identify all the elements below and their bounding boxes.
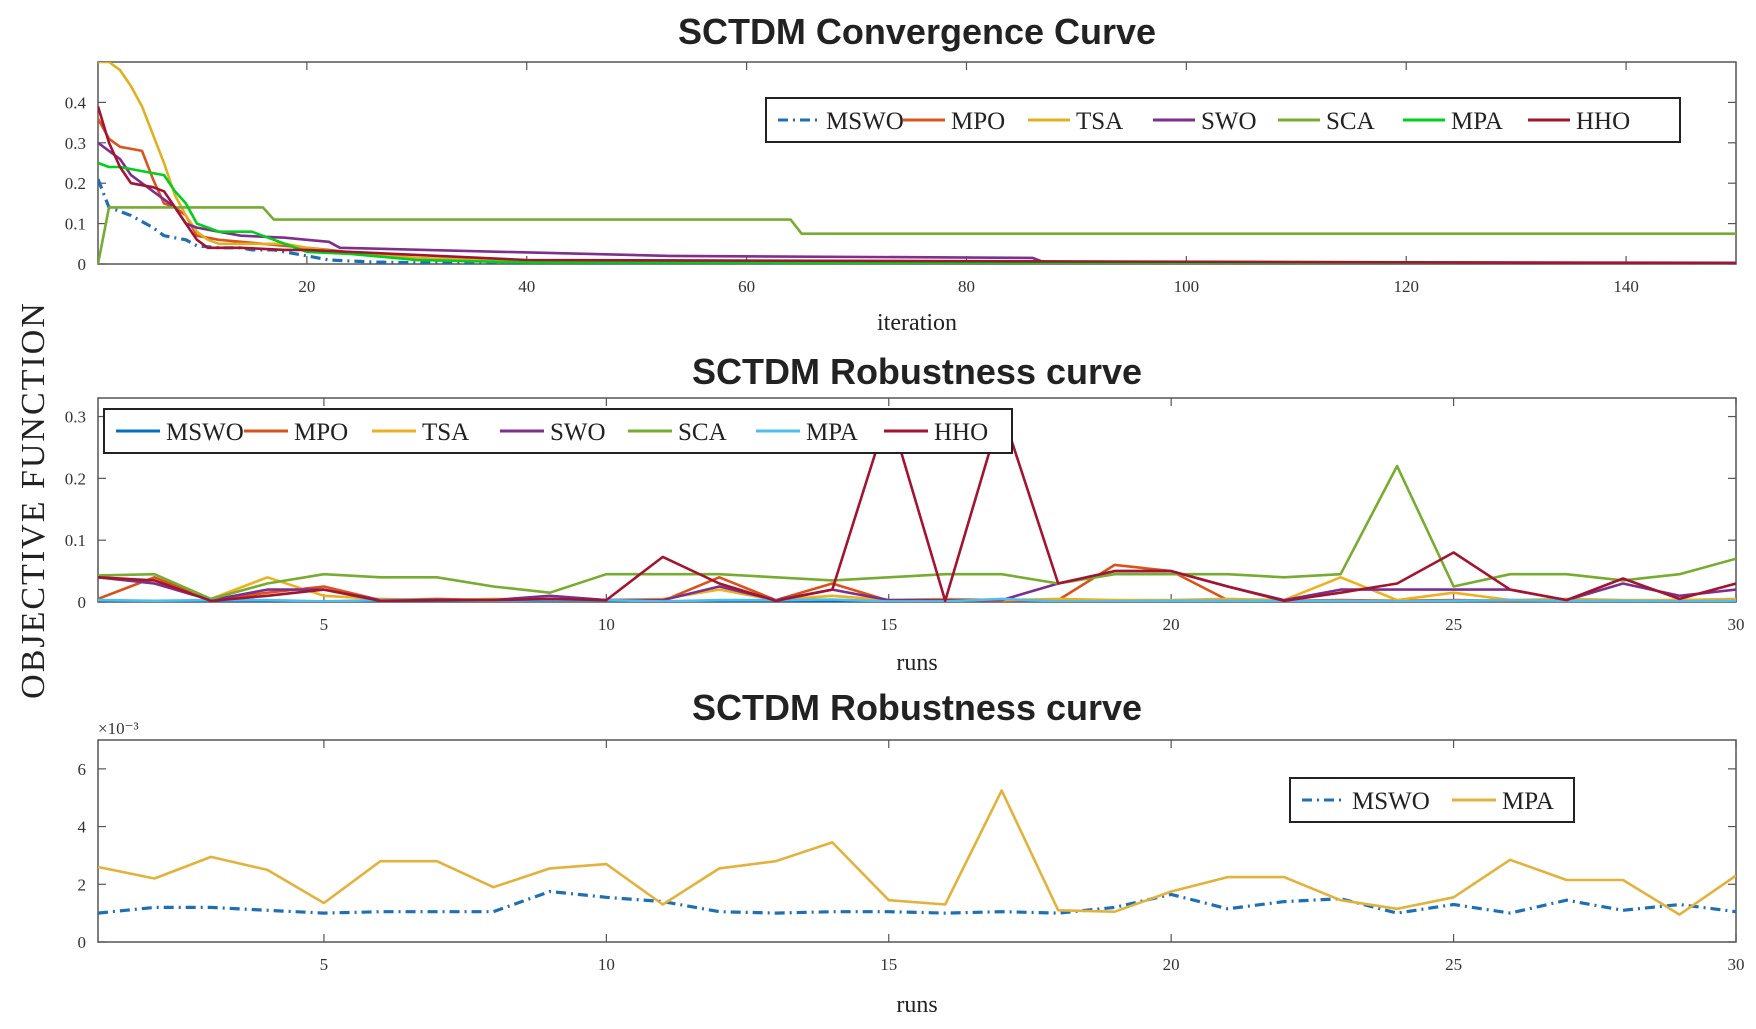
legend-label-swo: SWO xyxy=(1201,108,1257,135)
x-tick-label: 140 xyxy=(1613,277,1639,296)
legend-label-mpa: MPA xyxy=(1502,788,1554,815)
series-line-hho xyxy=(98,106,1736,264)
series-group xyxy=(98,789,1736,916)
y-scale-label: ×10⁻³ xyxy=(98,719,139,738)
series-line-sca xyxy=(98,464,1736,601)
x-tick-label: 5 xyxy=(320,615,329,634)
x-axis-label: runs xyxy=(896,650,937,676)
legend-label-hho: HHO xyxy=(1576,108,1630,135)
y-tick-label: 0.2 xyxy=(65,174,86,193)
y-tick-label: 2 xyxy=(78,875,87,894)
x-tick-label: 20 xyxy=(1163,615,1180,634)
series-group xyxy=(98,62,1736,264)
y-tick-label: 6 xyxy=(78,760,87,779)
x-tick-label: 80 xyxy=(958,277,975,296)
chart-title: SCTDM Convergence Curve xyxy=(678,11,1156,52)
y-tick-label: 0.3 xyxy=(65,134,86,153)
y-tick-label: 0.4 xyxy=(65,93,87,112)
y-tick-label: 0 xyxy=(78,593,87,612)
x-tick-label: 10 xyxy=(598,615,615,634)
x-tick-label: 10 xyxy=(598,955,615,974)
legend-label-mswo: MSWO xyxy=(826,108,904,135)
x-axis-label: iteration xyxy=(877,310,957,336)
y-tick-label: 0.3 xyxy=(65,408,86,427)
chart-title: SCTDM Robustness curve xyxy=(692,687,1142,728)
chart-title: SCTDM Robustness curve xyxy=(692,351,1142,392)
robustness-chart: SCTDM Robustness curve 5 10 15 20 25 30 0 0.1 0.2… xyxy=(65,351,1745,676)
x-axis-label: runs xyxy=(896,992,937,1018)
x-tick-label: 40 xyxy=(518,277,535,296)
series-line-mswo xyxy=(98,178,1736,264)
legend-label-mpa: MPA xyxy=(1451,108,1503,135)
legend-label-tsa: TSA xyxy=(1076,108,1123,135)
x-tick-label: 15 xyxy=(880,955,897,974)
y-tick-label: 0.2 xyxy=(65,469,86,488)
legend-label-mswo: MSWO xyxy=(1352,788,1430,815)
legend-label-sca: SCA xyxy=(678,419,727,446)
series-group xyxy=(98,409,1736,602)
series-line-mpa xyxy=(98,161,1736,264)
y-tick-label: 0.1 xyxy=(65,531,86,550)
plot-area xyxy=(97,739,1737,943)
series-line-sca xyxy=(98,206,1736,264)
legend-label-mpo: MPO xyxy=(951,108,1005,135)
x-tick-label: 20 xyxy=(1163,955,1180,974)
y-tick-label: 4 xyxy=(78,818,87,837)
legend-label-mswo: MSWO xyxy=(166,419,244,446)
robustness-detail-chart: SCTDM Robustness curve 5 10 15 20 25 30 0 2 4 6 ×10… xyxy=(78,687,1745,1018)
legend-label-mpa: MPA xyxy=(806,419,858,446)
x-tick-label: 30 xyxy=(1728,955,1745,974)
series-line-hho xyxy=(98,409,1736,602)
x-tick-label: 30 xyxy=(1728,615,1745,634)
x-tick-label: 5 xyxy=(320,955,329,974)
legend-label-hho: HHO xyxy=(934,419,988,446)
series-line-mpa xyxy=(98,789,1736,916)
series-line-mpa xyxy=(98,597,1736,602)
x-tick-label: 100 xyxy=(1174,277,1200,296)
figure-ylabel: OBJECTIVE FUNCTION xyxy=(15,301,52,699)
series-line-swo xyxy=(98,141,1736,264)
legend-label-tsa: TSA xyxy=(422,419,469,446)
x-tick-label: 25 xyxy=(1445,955,1462,974)
x-tick-label: 120 xyxy=(1393,277,1419,296)
x-tick-label: 15 xyxy=(880,615,897,634)
legend-label-sca: SCA xyxy=(1326,108,1375,135)
x-tick-label: 60 xyxy=(738,277,755,296)
y-tick-label: 0.1 xyxy=(65,215,86,234)
series-line-mswo xyxy=(98,889,1736,915)
y-tick-label: 0 xyxy=(78,255,87,274)
x-tick-label: 25 xyxy=(1445,615,1462,634)
x-tick-label: 20 xyxy=(298,277,315,296)
convergence-chart: SCTDM Convergence Curve 20 40 60 80 100 120 140… xyxy=(65,11,1737,336)
legend-box xyxy=(1289,777,1575,823)
legend-label-mpo: MPO xyxy=(294,419,348,446)
legend-label-swo: SWO xyxy=(550,419,606,446)
y-tick-label: 0 xyxy=(78,933,87,952)
